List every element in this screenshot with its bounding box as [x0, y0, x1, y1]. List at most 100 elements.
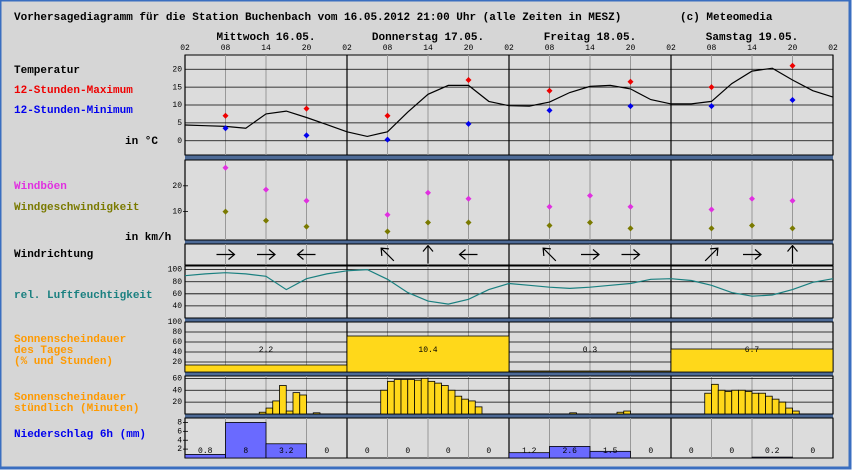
value-label: 10.4 [418, 346, 437, 355]
point [303, 197, 310, 204]
point [425, 219, 431, 226]
arrow-shape [581, 249, 600, 260]
bar [778, 401, 787, 415]
point [789, 62, 796, 69]
bar [279, 385, 287, 415]
arrow-shape [704, 247, 719, 262]
point [789, 97, 796, 103]
value-label: 0 [648, 447, 653, 456]
value-label: 1.5 [603, 447, 618, 456]
value-label: 0 [405, 447, 410, 456]
bar [724, 391, 733, 415]
x-tick-label: 20 [302, 44, 312, 53]
bar [569, 412, 577, 415]
bar [258, 411, 267, 415]
bar [474, 406, 483, 415]
bar [454, 395, 463, 415]
y-tick-label: 100 [168, 318, 183, 327]
y-tick-label: 20 [172, 182, 182, 191]
point [789, 197, 796, 204]
point [708, 84, 715, 91]
separator [185, 372, 833, 376]
point [465, 219, 472, 226]
arrow-shape [787, 244, 798, 264]
bar [407, 379, 415, 415]
bar [420, 377, 429, 415]
bar [785, 407, 793, 415]
arrow-shape [621, 249, 641, 260]
arrow-shape [380, 247, 395, 262]
x-tick-label: 02 [342, 44, 352, 53]
y-tick-label: 80 [172, 328, 182, 337]
x-tick-label: 02 [504, 44, 514, 53]
y-tick-label: 60 [172, 290, 182, 299]
x-tick-label: 08 [221, 44, 231, 53]
y-tick-label: 20 [172, 398, 182, 407]
bar [751, 456, 793, 459]
x-tick-label: 14 [747, 44, 757, 53]
wind-arrow [581, 249, 600, 260]
point [708, 225, 715, 232]
y-tick-label: 15 [172, 83, 182, 92]
unit-label: in km/h [125, 232, 171, 244]
bar [265, 407, 274, 415]
arrow-shape [216, 249, 236, 260]
point [263, 217, 269, 224]
x-tick-label: 14 [261, 44, 271, 53]
y-tick-label: 2 [177, 445, 182, 454]
x-tick-label: 14 [585, 44, 595, 53]
arrow-shape [296, 249, 316, 260]
point [546, 203, 553, 210]
bar [589, 450, 631, 459]
wind-arrow [743, 249, 762, 260]
separator [185, 240, 833, 244]
x-tick-label: 20 [626, 44, 636, 53]
bar [184, 364, 348, 373]
bar [758, 392, 766, 415]
bar [414, 379, 422, 415]
point [384, 228, 391, 235]
arrow-shape [422, 244, 434, 264]
point [627, 225, 634, 232]
bar [616, 411, 625, 415]
panel-label: des Tages [14, 345, 73, 357]
x-tick-label: 02 [666, 44, 676, 53]
arrow-shape [257, 249, 276, 260]
y-tick-label: 10 [172, 101, 182, 110]
value-label: 8 [243, 447, 248, 456]
y-tick-label: 100 [168, 266, 183, 275]
value-label: 3.2 [279, 447, 294, 456]
x-tick-label: 14 [423, 44, 433, 53]
y-tick-label: 60 [172, 338, 182, 347]
panel-label: (% und Stunden) [14, 356, 113, 368]
value-label: 0 [446, 447, 451, 456]
day-label: Donnerstag 17.05. [372, 32, 484, 44]
chart-title: Vorhersagediagramm für die Station Buche… [14, 12, 621, 24]
point [627, 78, 634, 85]
value-label: 0 [365, 447, 370, 456]
point [465, 120, 472, 127]
bar [670, 348, 834, 373]
x-tick-label: 08 [707, 44, 717, 53]
value-label: 6.7 [745, 346, 760, 355]
point [627, 203, 634, 210]
bar [299, 394, 307, 415]
separator [185, 155, 833, 160]
point [384, 136, 391, 143]
day-label: Samstag 19.05. [706, 32, 798, 44]
y-tick-label: 40 [172, 386, 182, 395]
value-label: 0 [729, 447, 734, 456]
line [184, 67, 834, 138]
point [222, 208, 229, 215]
unit-label: in °C [125, 136, 158, 148]
y-tick-label: 4 [177, 436, 182, 445]
wind-arrow [458, 249, 478, 260]
bar [731, 389, 739, 415]
x-tick-label: 08 [545, 44, 555, 53]
bar [346, 335, 510, 373]
x-tick-label: 20 [464, 44, 474, 53]
wind-arrow [542, 247, 557, 262]
point [222, 164, 229, 171]
bar [751, 392, 760, 415]
y-tick-label: 10 [172, 208, 182, 217]
